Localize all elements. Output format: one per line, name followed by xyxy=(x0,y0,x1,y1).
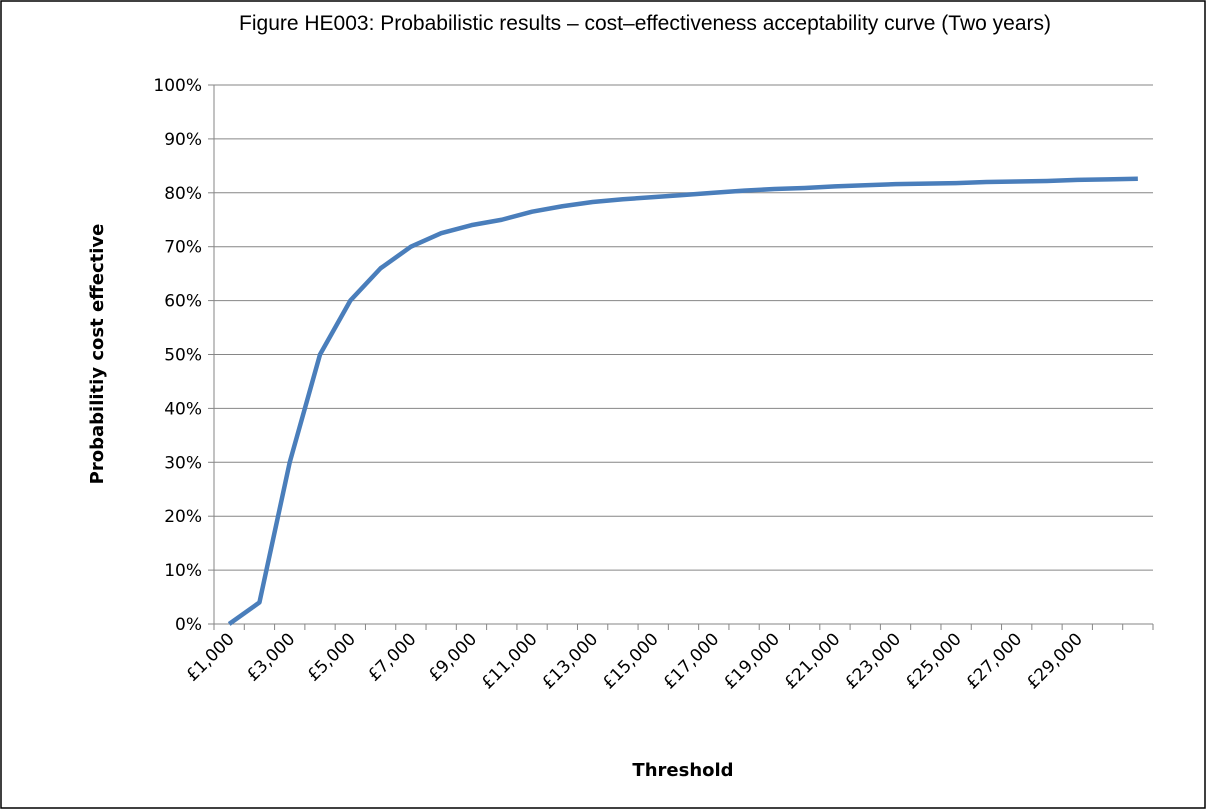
y-axis-title: Probabilitiy cost effective xyxy=(87,224,108,485)
y-tick-label: 80% xyxy=(164,184,202,204)
y-tick-label: 50% xyxy=(164,346,202,366)
y-tick-label: 70% xyxy=(164,238,202,258)
chart-title: Figure HE003: Probabilistic results – co… xyxy=(239,12,1051,35)
y-tick-label: 0% xyxy=(175,615,202,635)
y-tick-label: 90% xyxy=(164,130,202,150)
series-line xyxy=(227,176,1138,626)
y-tick-label: 20% xyxy=(164,507,202,527)
y-tick-label: 10% xyxy=(164,561,202,581)
y-tick-label: 30% xyxy=(164,453,202,473)
x-axis-title: Threshold xyxy=(632,760,733,781)
y-tick-label: 40% xyxy=(164,399,202,419)
y-tick-label: 100% xyxy=(153,76,202,96)
y-tick-label: 60% xyxy=(164,292,202,312)
